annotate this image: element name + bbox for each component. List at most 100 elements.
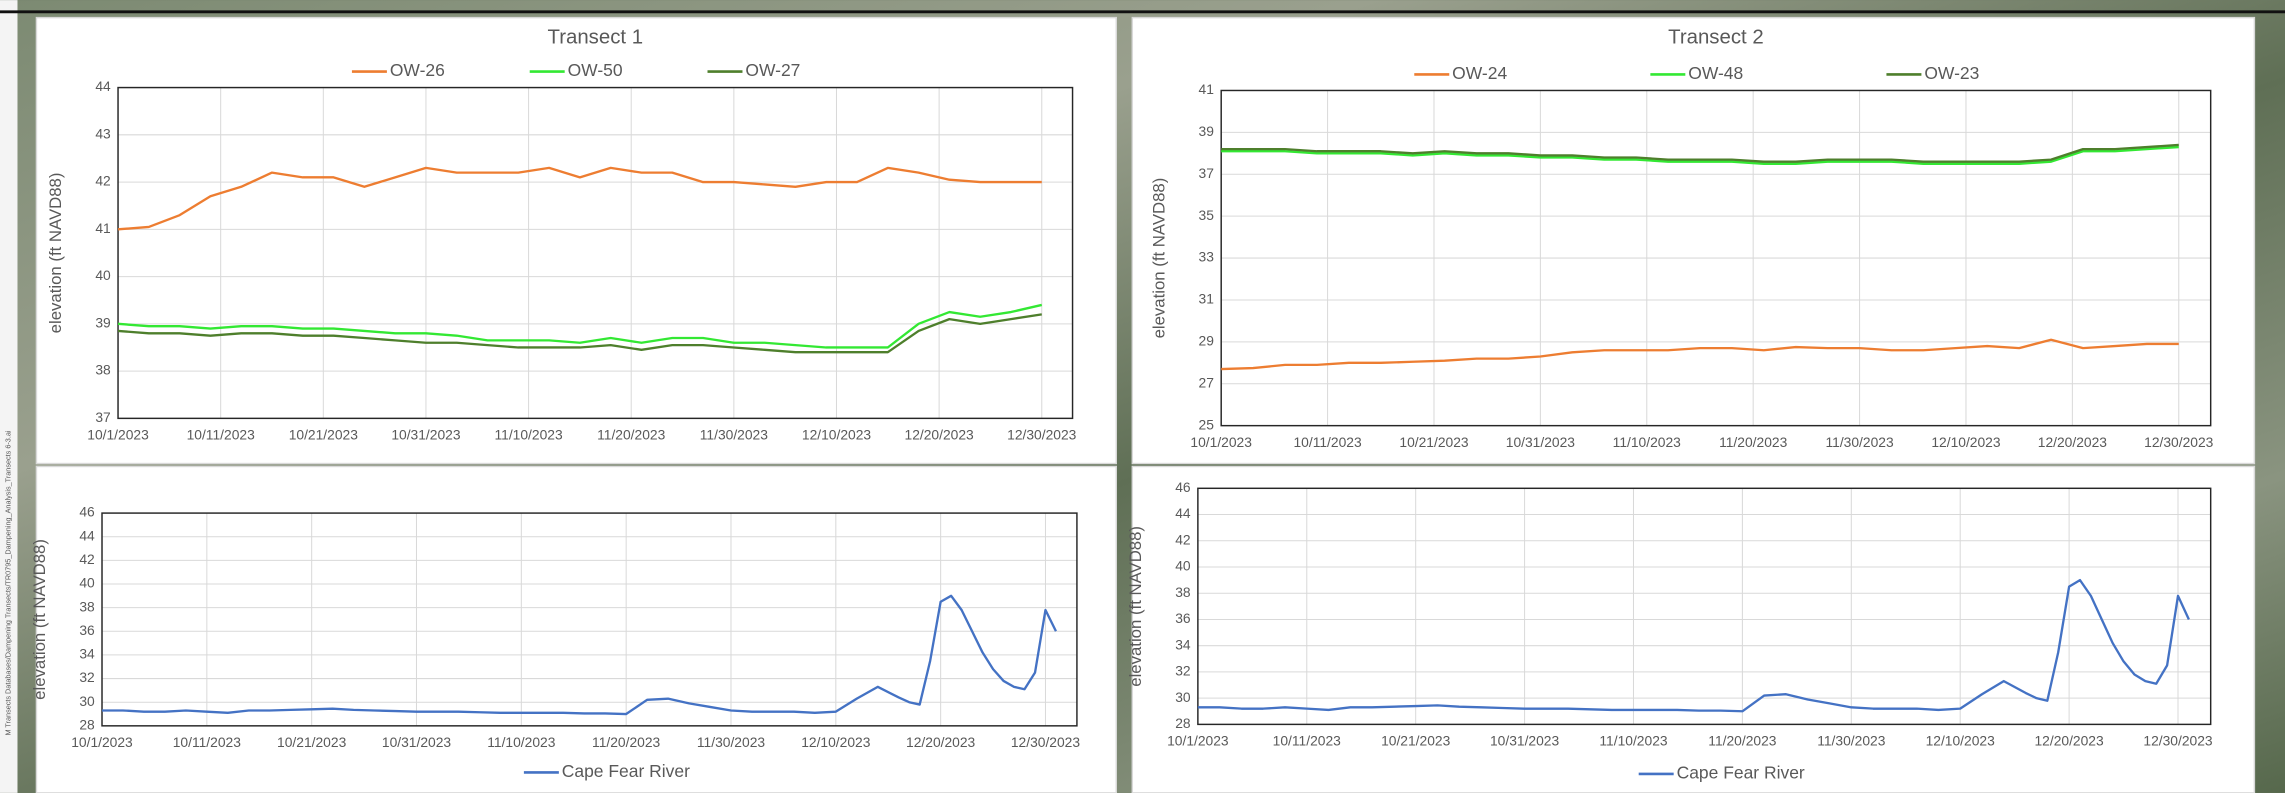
x-tick-label: 10/21/2023 [1381,733,1451,749]
x-tick-label: 11/30/2023 [1817,733,1885,749]
y-tick-label: 38 [1175,584,1191,600]
legend-label: OW-27 [745,60,800,80]
y-tick-label: 33 [1199,249,1215,265]
x-tick-label: 10/1/2023 [1167,733,1229,749]
y-tick-label: 36 [1175,610,1191,626]
y-tick-label: 25 [1199,416,1215,432]
y-tick-label: 34 [1175,636,1191,652]
legend-label: Cape Fear River [1677,763,1805,783]
x-tick-label: 10/11/2023 [1273,733,1341,749]
x-tick-label: 12/20/2023 [906,734,976,750]
x-tick-label: 11/30/2023 [700,427,768,443]
x-tick-label: 10/31/2023 [1506,434,1576,450]
x-tick-label: 12/20/2023 [905,427,975,443]
x-tick-label: 12/10/2023 [1926,733,1996,749]
chart-title: Transect 1 [548,26,644,48]
y-tick-label: 32 [1175,663,1190,679]
x-tick-label: 11/10/2023 [1613,434,1681,450]
y-tick-label: 37 [95,409,110,425]
x-tick-label: 12/10/2023 [801,734,871,750]
panel-background [35,16,1117,465]
y-tick-label: 37 [1199,165,1214,181]
series-line [117,303,1043,349]
x-tick-label: 12/30/2023 [2144,434,2214,450]
y-tick-label: 44 [79,527,95,543]
y-axis-label: elevation (ft NAVD88) [30,539,49,700]
x-tick-label: 10/31/2023 [382,734,452,750]
x-tick-label: 10/11/2023 [187,427,255,443]
x-tick-label: 10/31/2023 [391,427,461,443]
y-tick-label: 27 [1199,374,1214,390]
x-tick-label: 12/30/2023 [2143,733,2213,749]
y-tick-label: 34 [79,646,95,662]
x-tick-label: 10/11/2023 [173,734,241,750]
x-tick-label: 11/30/2023 [1825,434,1893,450]
legend-label: OW-50 [568,60,623,80]
legend-label: Cape Fear River [562,761,690,781]
x-tick-label: 12/30/2023 [1007,427,1077,443]
y-tick-label: 41 [1199,81,1215,97]
file-path: M Transects Databases/Dampening Transect… [4,430,13,735]
series-line [1221,338,2179,371]
panel-background [1131,16,2256,465]
chart-panel: 28 30 32 34 36 38 40 42 44 46 10/1/2023 10/11/2023 1… [30,465,1117,793]
y-tick-label: 31 [1199,291,1215,307]
x-tick-label: 12/20/2023 [2034,733,2104,749]
legend-label: OW-48 [1688,63,1743,83]
y-tick-label: 42 [79,551,94,567]
y-tick-label: 46 [1175,479,1191,495]
legend-label: OW-26 [390,60,445,80]
legend-label: OW-23 [1924,63,1979,83]
chart-title: Transect 2 [1668,26,1764,48]
y-tick-label: 29 [1199,333,1215,349]
series-line [102,594,1057,716]
legend-label: OW-24 [1452,63,1507,83]
y-tick-label: 38 [95,362,111,378]
series-line [1221,145,2179,165]
y-tick-label: 32 [79,669,94,685]
y-tick-label: 42 [95,173,110,189]
y-tick-label: 28 [1175,715,1191,731]
series-line [117,313,1042,354]
y-tick-label: 39 [95,315,111,331]
x-tick-label: 10/11/2023 [1293,434,1361,450]
x-tick-label: 10/1/2023 [87,427,149,443]
y-tick-label: 44 [95,78,111,94]
y-axis-label: elevation (ft NAVD88) [46,173,65,334]
x-tick-label: 11/20/2023 [592,734,660,750]
x-tick-label: 10/1/2023 [1190,434,1252,450]
x-tick-label: 11/20/2023 [597,427,665,443]
x-tick-label: 11/20/2023 [1719,434,1787,450]
panel-background [1131,465,2256,793]
side-strip [0,0,18,793]
series-line [1197,578,2190,713]
y-axis-label: elevation (ft NAVD88) [1126,526,1145,687]
x-tick-label: 10/1/2023 [71,734,133,750]
x-tick-label: 11/30/2023 [697,734,765,750]
y-tick-label: 44 [1175,505,1191,521]
y-tick-label: 40 [1175,558,1191,574]
x-tick-label: 10/21/2023 [1399,434,1469,450]
chart-panel: 28 30 32 34 36 38 40 42 44 46 10/1/2023 10/11/2023 1… [1126,465,2256,793]
series-line [117,166,1042,231]
x-tick-label: 12/10/2023 [802,427,872,443]
plot-frame [117,86,1074,420]
y-tick-label: 41 [95,220,111,236]
x-tick-label: 12/30/2023 [1011,734,1081,750]
y-tick-label: 46 [79,504,95,520]
y-tick-label: 38 [79,598,95,614]
chart-panel: 37 38 39 40 41 42 43 44 10/1/2023 10/11/2023 10/21… [35,16,1117,465]
y-tick-label: 35 [1199,207,1215,223]
y-tick-label: 28 [79,716,95,732]
y-tick-label: 36 [79,622,95,638]
chart-panel: 25 27 29 31 33 35 37 39 41 10/1/2023 10/11/2023 10/… [1131,16,2256,465]
y-tick-label: 30 [1175,689,1191,705]
y-tick-label: 39 [1199,123,1215,139]
x-tick-label: 12/20/2023 [2038,434,2108,450]
y-tick-label: 42 [1175,531,1190,547]
y-tick-label: 40 [79,575,95,591]
x-tick-label: 11/10/2023 [1599,733,1667,749]
y-tick-label: 40 [95,267,111,283]
x-tick-label: 12/10/2023 [1931,434,2001,450]
